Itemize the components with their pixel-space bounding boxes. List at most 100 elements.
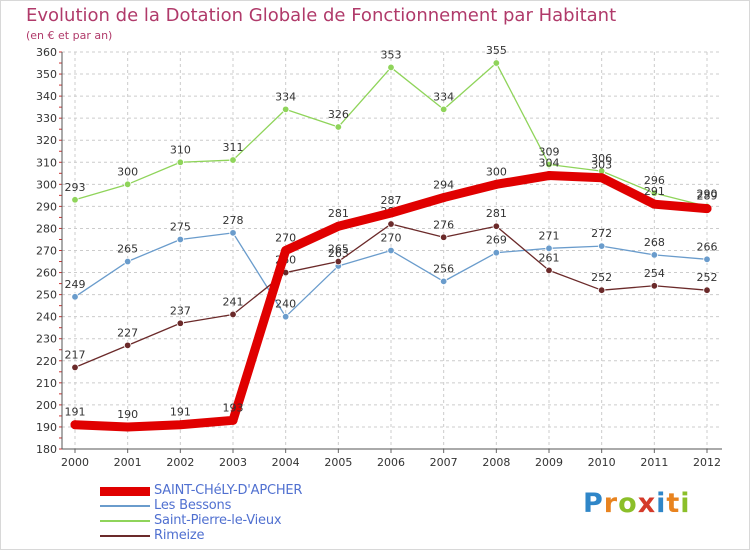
y-tick-label: 290 — [36, 200, 57, 213]
data-label: 269 — [486, 234, 507, 247]
data-label: 263 — [328, 247, 349, 260]
y-tick-label: 300 — [36, 178, 57, 191]
data-point — [439, 277, 448, 286]
data-label: 276 — [433, 218, 454, 231]
data-label: 289 — [697, 190, 718, 203]
legend-label: Rimeize — [154, 528, 205, 543]
data-point — [333, 221, 343, 231]
data-point — [387, 63, 395, 72]
data-label: 272 — [591, 227, 612, 240]
data-point — [703, 286, 711, 294]
data-label: 303 — [591, 159, 612, 172]
data-label: 240 — [275, 298, 296, 311]
data-point — [491, 179, 501, 189]
data-point — [649, 199, 659, 209]
data-point — [545, 244, 553, 252]
data-point — [545, 266, 553, 275]
data-label: 281 — [328, 207, 349, 220]
legend-swatch — [100, 520, 150, 522]
x-tick-label: 2004 — [272, 456, 300, 469]
proxiti-logo: Proxiti — [583, 488, 691, 519]
logo-letter: o — [618, 488, 638, 519]
data-point — [229, 229, 237, 237]
data-point — [123, 180, 132, 189]
data-label: 300 — [117, 165, 138, 178]
data-point — [123, 341, 132, 350]
x-tick-label: 2011 — [640, 456, 668, 469]
data-label: 252 — [591, 271, 612, 284]
x-tick-label: 2007 — [430, 456, 458, 469]
y-tick-label: 260 — [36, 267, 57, 280]
data-point — [439, 105, 448, 114]
data-label: 256 — [433, 262, 454, 275]
data-label: 249 — [65, 278, 86, 291]
data-label: 278 — [223, 214, 244, 227]
x-tick-label: 2005 — [324, 456, 352, 469]
data-label: 326 — [328, 108, 349, 121]
data-label: 261 — [539, 251, 560, 264]
y-tick-label: 220 — [36, 355, 57, 368]
y-tick-label: 360 — [36, 46, 57, 59]
y-tick-label: 210 — [36, 377, 57, 390]
data-point — [229, 156, 237, 164]
data-point — [650, 282, 659, 290]
data-point — [176, 158, 185, 166]
logo-letter: P — [583, 488, 604, 519]
data-point — [123, 422, 133, 432]
y-tick-label: 310 — [36, 156, 57, 169]
data-label: 306 — [591, 152, 612, 165]
data-label: 190 — [117, 408, 138, 421]
data-label: 265 — [328, 243, 349, 256]
data-point — [597, 173, 607, 183]
data-label: 334 — [433, 90, 454, 103]
y-tick-label: 340 — [36, 90, 57, 103]
logo-letter: r — [603, 488, 619, 519]
data-point — [71, 293, 79, 301]
data-label: 304 — [539, 157, 560, 170]
y-tick-label: 270 — [36, 245, 57, 258]
data-point — [492, 249, 501, 257]
data-point — [281, 312, 290, 321]
chart-subtitle: (en € et par an) — [26, 29, 113, 42]
legend-swatch — [100, 486, 150, 496]
data-label: 300 — [486, 165, 507, 178]
data-label: 254 — [644, 267, 665, 280]
x-tick-label: 2001 — [114, 456, 142, 469]
data-label: 334 — [275, 90, 296, 103]
data-point — [229, 310, 237, 319]
data-label: 191 — [65, 406, 86, 419]
data-point — [439, 233, 448, 241]
data-label: 275 — [170, 220, 191, 233]
x-tick-label: 2008 — [482, 456, 510, 469]
x-tick-label: 2006 — [377, 456, 405, 469]
data-label: 270 — [381, 232, 402, 245]
data-point — [597, 286, 606, 294]
data-label: 241 — [223, 295, 244, 308]
data-label: 311 — [223, 141, 244, 154]
y-tick-label: 280 — [36, 222, 57, 235]
data-label: 353 — [381, 48, 402, 61]
data-label: 191 — [170, 406, 191, 419]
legend-swatch — [100, 505, 150, 507]
data-label: 193 — [223, 401, 244, 414]
data-label: 271 — [539, 229, 560, 242]
data-point — [703, 255, 711, 264]
data-label: 296 — [644, 174, 665, 187]
data-label: 266 — [697, 240, 718, 253]
logo-letter: x — [637, 488, 657, 519]
x-tick-label: 2003 — [219, 456, 247, 469]
x-tick-label: 2009 — [535, 456, 563, 469]
y-tick-label: 190 — [36, 421, 57, 434]
x-tick-label: 2012 — [693, 456, 721, 469]
data-point — [71, 196, 79, 204]
y-tick-label: 200 — [36, 399, 57, 412]
y-tick-label: 350 — [36, 68, 57, 81]
data-label: 227 — [117, 326, 138, 339]
data-label: 309 — [539, 145, 560, 158]
y-tick-label: 330 — [36, 112, 57, 125]
legend-label: SAINT-CHéLY-D'APCHER — [154, 483, 303, 498]
x-tick-label: 2010 — [588, 456, 616, 469]
logo-letter: i — [680, 488, 691, 519]
data-point — [492, 59, 501, 67]
data-point — [71, 363, 79, 372]
